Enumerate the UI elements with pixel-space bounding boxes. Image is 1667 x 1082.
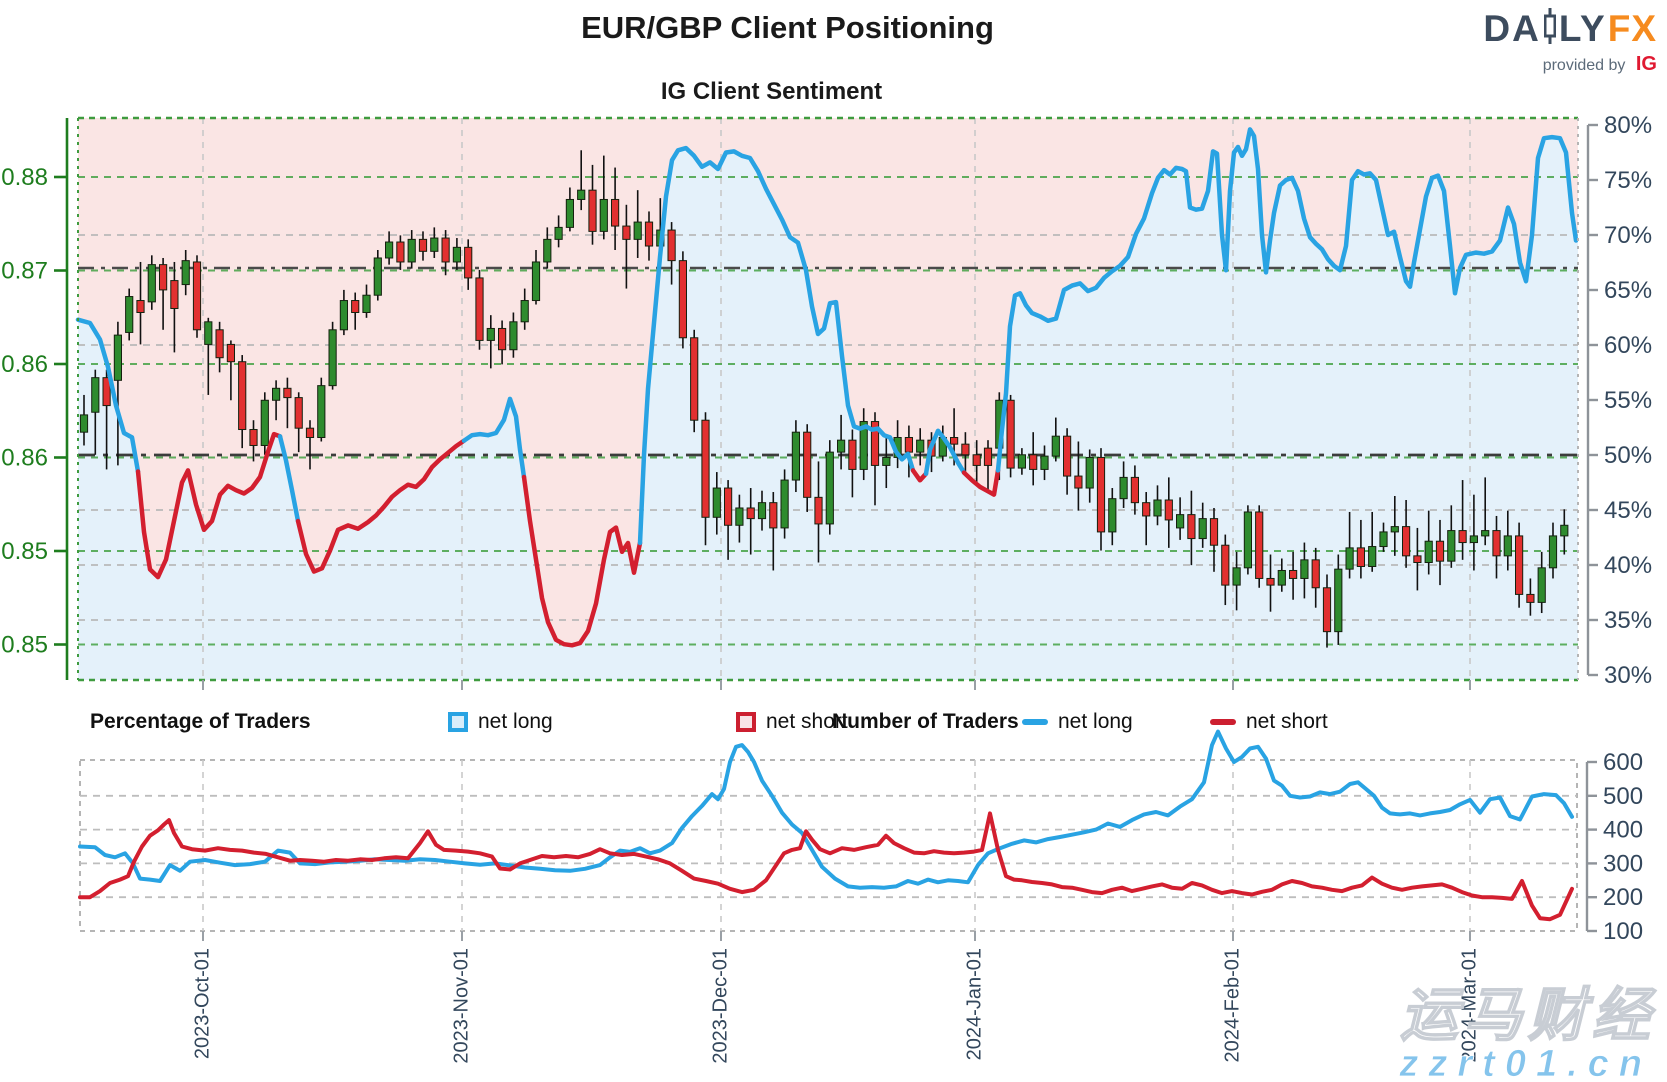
page-title: EUR/GBP Client Positioning: [581, 10, 994, 45]
logo-text-fx: FX: [1607, 7, 1657, 49]
svg-text:55%: 55%: [1604, 387, 1652, 414]
net-long-square-swatch: [448, 712, 468, 732]
svg-text:0.85: 0.85: [1, 538, 48, 565]
legend-group-percentage: Percentage of Traders: [90, 700, 311, 744]
logo-text-ly: LY: [1558, 7, 1607, 49]
svg-text:0.86: 0.86: [1, 351, 48, 378]
svg-text:200: 200: [1603, 884, 1643, 911]
svg-text:40%: 40%: [1604, 552, 1652, 579]
legend-group-number: Number of Traders: [832, 700, 1019, 744]
svg-text:2024-Mar-01: 2024-Mar-01: [1458, 948, 1480, 1063]
svg-text:0.87: 0.87: [1, 258, 48, 285]
svg-text:600: 600: [1603, 749, 1643, 776]
svg-text:35%: 35%: [1604, 607, 1652, 634]
net-short-square-swatch: [736, 712, 756, 732]
svg-text:2024-Feb-01: 2024-Feb-01: [1221, 948, 1243, 1063]
watermark-url-text: zzrt01.cn: [1398, 1043, 1652, 1082]
svg-text:60%: 60%: [1604, 332, 1652, 359]
main-plot: [78, 118, 1578, 680]
svg-text:70%: 70%: [1604, 222, 1652, 249]
net-short-line-swatch: [1210, 719, 1236, 725]
legend: Percentage of Traders net long net short…: [0, 700, 1667, 744]
legend-item-num-net-short: net short: [1210, 700, 1328, 744]
legend-title-percentage-of-traders: Percentage of Traders: [90, 710, 311, 733]
svg-text:500: 500: [1603, 783, 1643, 810]
net-long-line-swatch: [1022, 719, 1048, 725]
gridlines: [78, 118, 1578, 680]
svg-text:2024-Jan-01: 2024-Jan-01: [963, 948, 985, 1060]
svg-text:65%: 65%: [1604, 277, 1652, 304]
svg-text:30%: 30%: [1604, 662, 1652, 689]
legend-item-pct-net-short: net short: [736, 700, 848, 744]
svg-text:0.88: 0.88: [1, 164, 48, 191]
ig-brand: IG: [1635, 53, 1657, 75]
watermark-cn-text: 运马财经: [1400, 983, 1657, 1048]
legend-item-pct-net-long: net long: [448, 700, 553, 744]
traders-count-axis: 600 500 400 300 200 100: [1585, 749, 1643, 945]
svg-text:100: 100: [1603, 918, 1643, 945]
svg-text:2023-Nov-01: 2023-Nov-01: [450, 948, 472, 1064]
svg-text:300: 300: [1603, 850, 1643, 877]
dailyfx-logo: DA LY FX provided by IG: [1483, 8, 1657, 74]
svg-text:45%: 45%: [1604, 497, 1652, 524]
number-of-traders-panel: [78, 729, 1578, 932]
svg-text:2023-Oct-01: 2023-Oct-01: [191, 948, 213, 1059]
svg-text:0.85: 0.85: [1, 632, 48, 659]
logo-text-da: DA: [1483, 7, 1541, 49]
svg-text:75%: 75%: [1604, 167, 1652, 194]
logo-tagline: provided by: [1542, 57, 1626, 74]
price-axis: 0.88 0.87 0.86 0.86 0.85 0.85: [1, 118, 69, 680]
candlestick-icon: [1543, 8, 1557, 48]
legend-title-number-of-traders: Number of Traders: [832, 710, 1019, 733]
svg-text:0.86: 0.86: [1, 445, 48, 472]
plot-borders: [77, 116, 1579, 690]
svg-text:2023-Dec-01: 2023-Dec-01: [709, 948, 731, 1064]
chart-subtitle: IG Client Sentiment: [660, 78, 883, 105]
svg-text:400: 400: [1603, 817, 1643, 844]
svg-text:50%: 50%: [1604, 442, 1652, 469]
net-long-percentage-line: [75, 127, 1579, 648]
svg-text:80%: 80%: [1604, 112, 1652, 139]
traders-net-short-line: [78, 811, 1574, 922]
percent-axis: 80% 75% 70% 65% 60% 55% 50% 45% 40% 35% 30%: [1586, 112, 1652, 689]
date-axis: 2023-Oct-01 2023-Nov-01 2023-Dec-01 2024-Ja…: [191, 931, 1480, 1064]
legend-item-num-net-long: net long: [1022, 700, 1133, 744]
